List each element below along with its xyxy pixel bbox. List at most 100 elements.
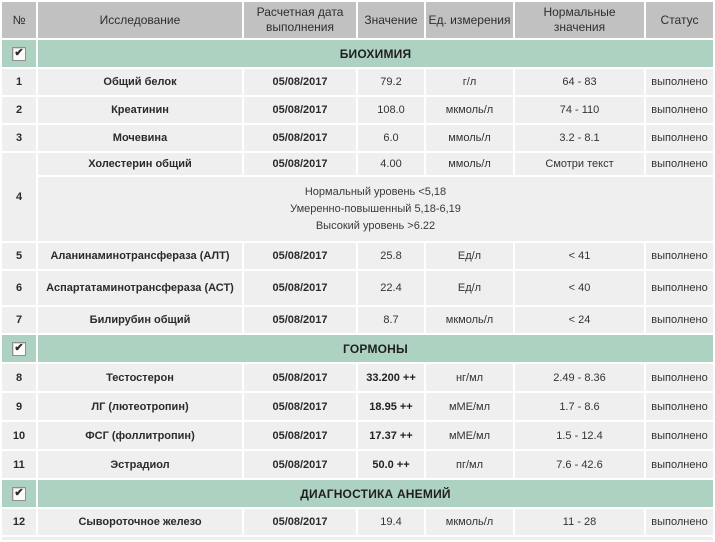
test-date: 05/08/2017 bbox=[244, 509, 356, 535]
test-name: Холестерин общий bbox=[38, 153, 242, 175]
test-unit: мкмоль/л bbox=[426, 509, 513, 535]
row-number: 6 bbox=[2, 271, 36, 305]
row-number: 11 bbox=[2, 451, 36, 478]
section-checkbox[interactable]: ✔ bbox=[12, 341, 26, 356]
test-status: выполнено bbox=[646, 307, 713, 333]
test-value: 18.95 ++ bbox=[358, 393, 424, 420]
section-checkbox[interactable]: ✔ bbox=[12, 46, 26, 61]
test-value: 25.8 bbox=[358, 243, 424, 269]
row-number: 1 bbox=[2, 69, 36, 95]
column-header-value: Значение bbox=[358, 2, 424, 38]
test-normal-range: 7.6 - 42.6 bbox=[515, 451, 644, 478]
test-status: выполнено bbox=[646, 422, 713, 449]
test-normal-range: 1.5 - 12.4 bbox=[515, 422, 644, 449]
test-normal-range: 64 - 83 bbox=[515, 69, 644, 95]
note-line: Высокий уровень >6.22 bbox=[315, 219, 436, 232]
test-value: 17.37 ++ bbox=[358, 422, 424, 449]
table-row: 12 Сывороточное железо 05/08/2017 19.4 м… bbox=[2, 509, 713, 535]
row-number: 12 bbox=[2, 509, 36, 535]
test-unit: ммоль/л bbox=[426, 125, 513, 151]
test-value: 79.2 bbox=[358, 69, 424, 95]
row-number: 4 bbox=[2, 153, 36, 241]
test-status: выполнено bbox=[646, 153, 713, 175]
note-line: Умеренно-повышенный 5,18-6,19 bbox=[290, 202, 461, 215]
column-header-number: № bbox=[2, 2, 36, 38]
table-row: 3 Мочевина 05/08/2017 6.0 ммоль/л 3.2 - … bbox=[2, 125, 713, 151]
checkmark-icon: ✔ bbox=[14, 486, 24, 499]
test-name: ФСГ (фоллитропин) bbox=[38, 422, 242, 449]
test-normal-range: Смотри текст bbox=[515, 153, 644, 175]
partial-next-row bbox=[2, 537, 713, 540]
partial-row-cell bbox=[2, 537, 713, 540]
test-name: Тестостерон bbox=[38, 364, 242, 391]
test-name: Сывороточное железо bbox=[38, 509, 242, 535]
test-date: 05/08/2017 bbox=[244, 364, 356, 391]
table-row: 10 ФСГ (фоллитропин) 05/08/2017 17.37 ++… bbox=[2, 422, 713, 449]
section-row-biochemistry: ✔ БИОХИМИЯ bbox=[2, 40, 713, 67]
note-line: Нормальный уровень <5,18 bbox=[304, 185, 447, 198]
row-number: 5 bbox=[2, 243, 36, 269]
column-header-normal: Нормальные значения bbox=[515, 2, 644, 38]
test-unit: ммоль/л bbox=[426, 153, 513, 175]
test-date: 05/08/2017 bbox=[244, 393, 356, 420]
section-checkbox[interactable]: ✔ bbox=[12, 486, 26, 501]
test-normal-range: < 40 bbox=[515, 271, 644, 305]
row-number: 2 bbox=[2, 97, 36, 123]
section-checkbox-cell: ✔ bbox=[2, 335, 36, 362]
section-row-hormones: ✔ ГОРМОНЫ bbox=[2, 335, 713, 362]
row-number: 8 bbox=[2, 364, 36, 391]
test-unit: мкмоль/л bbox=[426, 307, 513, 333]
test-status: выполнено bbox=[646, 125, 713, 151]
test-name: Аспартатаминотрансфераза (АСТ) bbox=[38, 271, 242, 305]
row-number: 3 bbox=[2, 125, 36, 151]
test-date: 05/08/2017 bbox=[244, 422, 356, 449]
cholesterol-note: Нормальный уровень <5,18 Умеренно-повыше… bbox=[38, 177, 713, 241]
row-number: 10 bbox=[2, 422, 36, 449]
test-unit: мкмоль/л bbox=[426, 97, 513, 123]
test-name: Мочевина bbox=[38, 125, 242, 151]
table-row: 4 Холестерин общий 05/08/2017 4.00 ммоль… bbox=[2, 153, 713, 241]
test-value: 8.7 bbox=[358, 307, 424, 333]
section-checkbox-cell: ✔ bbox=[2, 40, 36, 67]
test-value: 33.200 ++ bbox=[358, 364, 424, 391]
test-value: 6.0 bbox=[358, 125, 424, 151]
test-status: выполнено bbox=[646, 271, 713, 305]
test-unit: г/л bbox=[426, 69, 513, 95]
column-header-status: Статус bbox=[646, 2, 713, 38]
test-unit: Ед/л bbox=[426, 271, 513, 305]
test-name: Билирубин общий bbox=[38, 307, 242, 333]
test-status: выполнено bbox=[646, 509, 713, 535]
checkmark-icon: ✔ bbox=[14, 46, 24, 59]
column-header-date: Расчетная дата выполнения bbox=[244, 2, 356, 38]
test-status: выполнено bbox=[646, 393, 713, 420]
test-normal-range: < 24 bbox=[515, 307, 644, 333]
column-header-study: Исследование bbox=[38, 2, 242, 38]
test-date: 05/08/2017 bbox=[244, 97, 356, 123]
test-name: Общий белок bbox=[38, 69, 242, 95]
test-unit: мМЕ/мл bbox=[426, 393, 513, 420]
test-value: 108.0 bbox=[358, 97, 424, 123]
section-title: БИОХИМИЯ bbox=[38, 40, 713, 67]
test-date: 05/08/2017 bbox=[244, 153, 356, 175]
table-row: 6 Аспартатаминотрансфераза (АСТ) 05/08/2… bbox=[2, 271, 713, 305]
table-row: 2 Креатинин 05/08/2017 108.0 мкмоль/л 74… bbox=[2, 97, 713, 123]
table-row: 7 Билирубин общий 05/08/2017 8.7 мкмоль/… bbox=[2, 307, 713, 333]
test-status: выполнено bbox=[646, 451, 713, 478]
test-status: выполнено bbox=[646, 364, 713, 391]
table-row: 5 Аланинаминотрансфераза (АЛТ) 05/08/201… bbox=[2, 243, 713, 269]
test-value: 4.00 bbox=[358, 153, 424, 175]
test-date: 05/08/2017 bbox=[244, 69, 356, 95]
table-header-row: № Исследование Расчетная дата выполнения… bbox=[2, 2, 713, 38]
table-row: 9 ЛГ (лютеотропин) 05/08/2017 18.95 ++ м… bbox=[2, 393, 713, 420]
test-date: 05/08/2017 bbox=[244, 125, 356, 151]
test-normal-range: 11 - 28 bbox=[515, 509, 644, 535]
test-unit: мМЕ/мл bbox=[426, 422, 513, 449]
table-row: 1 Общий белок 05/08/2017 79.2 г/л 64 - 8… bbox=[2, 69, 713, 95]
table-row: 8 Тестостерон 05/08/2017 33.200 ++ нг/мл… bbox=[2, 364, 713, 391]
checkmark-icon: ✔ bbox=[14, 341, 24, 354]
test-status: выполнено bbox=[646, 97, 713, 123]
test-value: 22.4 bbox=[358, 271, 424, 305]
test-value: 19.4 bbox=[358, 509, 424, 535]
test-status: выполнено bbox=[646, 69, 713, 95]
row-number: 9 bbox=[2, 393, 36, 420]
